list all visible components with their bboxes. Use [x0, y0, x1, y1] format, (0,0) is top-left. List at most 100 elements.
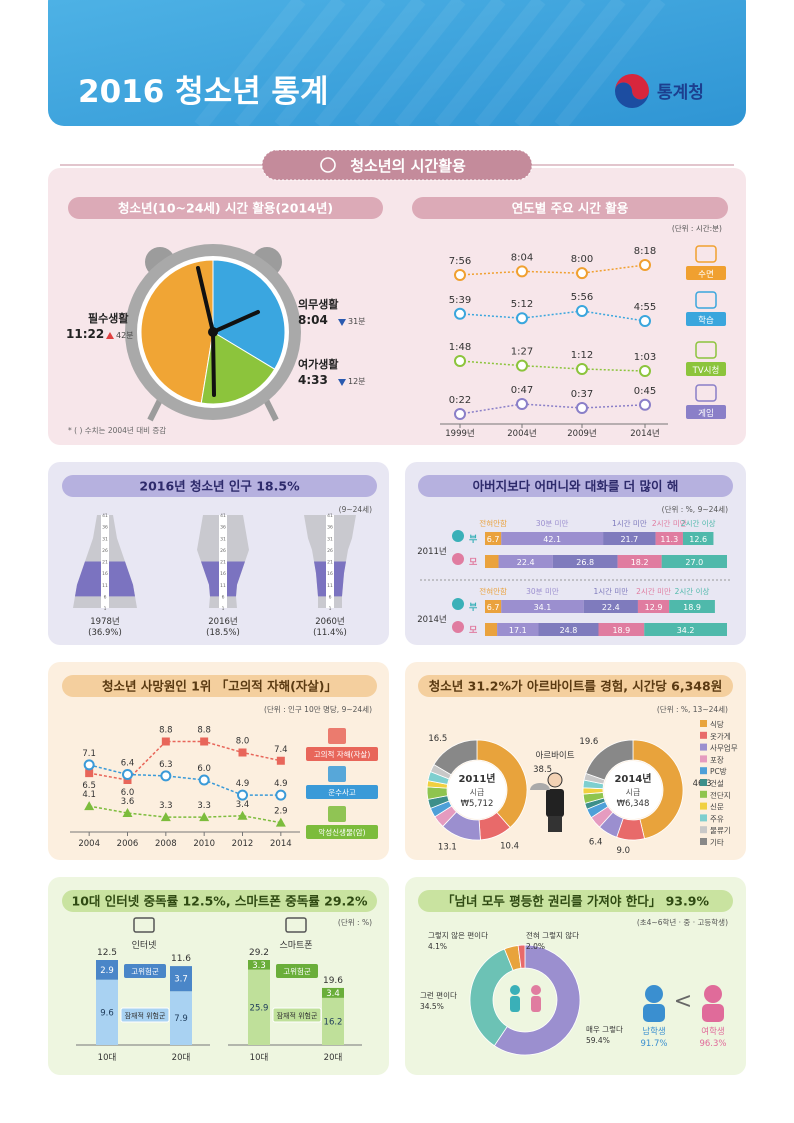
legend-label: 신문 [710, 803, 724, 812]
legend-label: 옷가게 [710, 731, 731, 741]
category-label: 전혀 그렇지 않다 [526, 930, 579, 940]
series-point [576, 267, 588, 280]
bar-segment [322, 997, 344, 1045]
year-label: 1978년 [90, 616, 119, 627]
age-tick-label: 16 [327, 571, 333, 577]
value-label: 7.1 [82, 749, 96, 759]
series-point [237, 810, 248, 820]
series-point [200, 737, 209, 746]
unit-label: (단위 : 시간:분) [672, 223, 722, 233]
legend-label: PC방 [710, 766, 727, 776]
x-tick-label: 10대 [98, 1053, 117, 1063]
series-point [576, 402, 588, 414]
pie-label: 의무생활 [298, 297, 338, 311]
logo-red [615, 74, 649, 100]
value-label: 8.8 [159, 726, 173, 736]
value-label: 4.9 [274, 779, 288, 789]
x-tick-label: 2014년 [630, 428, 659, 439]
age-tick-label: 11 [102, 583, 108, 589]
donut-slice [632, 739, 684, 840]
value-label: 6.7 [487, 535, 500, 544]
total-label: 12.5 [97, 948, 117, 958]
series-tag [686, 362, 726, 376]
value-label: 34.1 [534, 603, 552, 612]
unit-label: (9~24세) [339, 505, 372, 514]
series-line [459, 360, 646, 372]
value-label: 5:56 [571, 292, 593, 303]
series-tag [686, 405, 726, 419]
year-label: 2060년 [315, 616, 344, 627]
age-tick-label: 31 [102, 536, 108, 542]
series-point [454, 269, 466, 281]
bar-segment [485, 532, 502, 545]
legend-swatch [700, 720, 707, 727]
gender-value: 91.7% [640, 1039, 667, 1049]
pyramid-axis [101, 515, 109, 608]
value-label: 3.6 [121, 797, 135, 807]
value-label: 1:27 [511, 347, 533, 358]
age-tick-label: 1 [104, 606, 107, 612]
value-label: 26.8 [576, 558, 594, 567]
x-tick-label: 2014 [270, 839, 292, 849]
value-label: 8:04 [511, 252, 533, 263]
x-tick-label: 2010 [193, 839, 215, 849]
change-label: 12분 [348, 377, 366, 386]
series-point [275, 789, 287, 801]
legend-label: 기타 [710, 838, 724, 847]
series-icon [695, 245, 717, 263]
clock-leg [263, 398, 279, 422]
value-label: 6.3 [159, 760, 173, 770]
value-label: 34.2 [677, 626, 695, 635]
legend-label: 고위험군 [283, 967, 311, 976]
bar-segment [583, 600, 638, 613]
waiter-body [546, 789, 564, 817]
series-point [276, 756, 285, 765]
bar-segment [661, 555, 727, 568]
value-label: 4.1 [82, 790, 96, 800]
legend-label: 학습 [698, 315, 714, 326]
header-stripe [354, 0, 466, 131]
header-stripe [194, 0, 306, 131]
value-label: 34.5% [420, 1002, 444, 1011]
legend-label: 고의적 자해(자살) [314, 749, 371, 759]
value-label: 8:00 [571, 254, 593, 265]
bar-segment [598, 623, 645, 636]
legend-tag [124, 964, 166, 978]
series-point [238, 748, 247, 757]
change-arrow [106, 332, 114, 339]
donut-year: 2011년 [458, 772, 495, 785]
category-label: 2시간 미만 [636, 586, 671, 596]
value-label: 9.0 [616, 846, 630, 856]
value-label: 2.9 [100, 966, 114, 976]
age-tick-label: 36 [327, 525, 333, 531]
change-arrow [338, 319, 346, 326]
value-label: 0:37 [571, 389, 593, 400]
panel-title-bg [418, 475, 733, 497]
total-label: 19.6 [323, 976, 343, 986]
change-arrow [338, 379, 346, 386]
value-label: 0:45 [634, 386, 656, 397]
value-label: 17.1 [509, 626, 527, 635]
student-body [643, 1004, 665, 1022]
value-label: 6.4 [121, 759, 135, 769]
series-point [161, 737, 170, 746]
x-tick-label: 20대 [172, 1053, 191, 1063]
total-label: 11.6 [171, 954, 191, 964]
category-label: 전혀안함 [479, 518, 507, 528]
age-tick-label: 6 [222, 594, 225, 600]
gender-value: 96.3% [699, 1039, 726, 1049]
series-tag [686, 312, 726, 326]
value-label: 3.3 [197, 801, 211, 811]
x-tick-label: 10대 [250, 1053, 269, 1063]
legend-swatch [700, 779, 707, 786]
donut-slice [517, 944, 526, 969]
series-point [576, 305, 588, 317]
waiter-head [547, 772, 563, 788]
logo-text: 통계청 [657, 82, 704, 103]
bar-segment [637, 600, 670, 613]
category-label: 2시간 미만 [652, 518, 687, 528]
pyramid-axis [326, 515, 334, 608]
value-label: 6.4 [589, 838, 603, 848]
series-label: 부 [469, 602, 477, 613]
